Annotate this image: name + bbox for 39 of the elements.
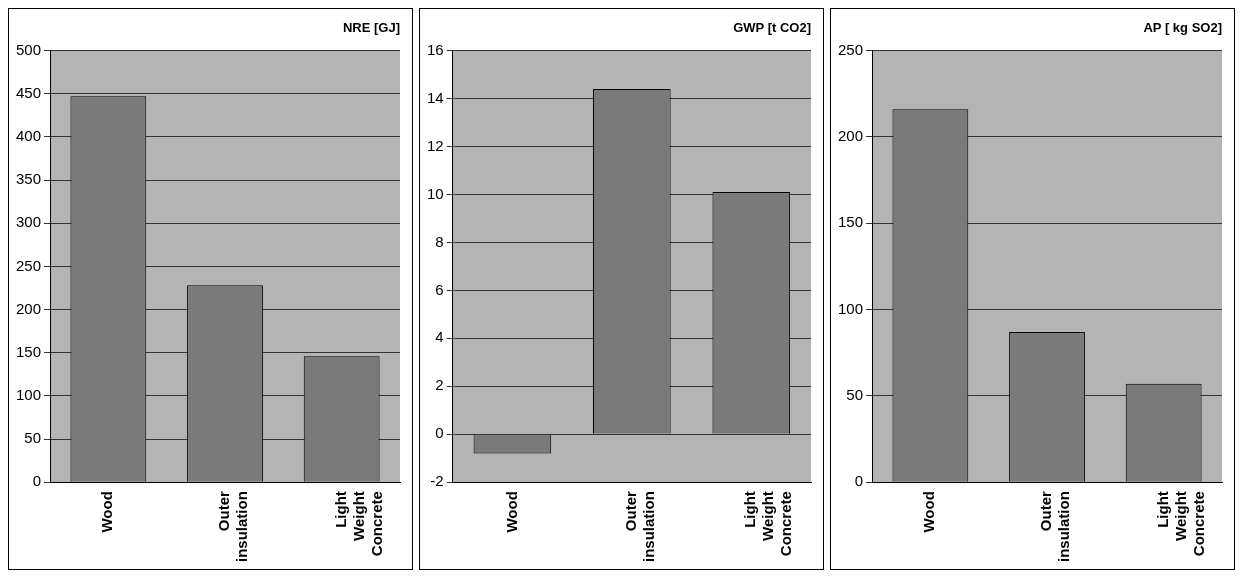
y-tick-label: 200: [16, 299, 42, 317]
x-tick-label: Light Weight Concrete: [741, 491, 795, 557]
x-tick-label: Light Weight Concrete: [1153, 491, 1207, 557]
chart-title: GWP [t CO2]: [733, 20, 811, 36]
y-tick-label: 14: [427, 88, 444, 106]
y-tick-label: 2: [435, 376, 444, 394]
x-tick-label: Light Weight Concrete: [331, 491, 385, 557]
y-tick-label: 150: [16, 342, 42, 360]
y-tick-label: 100: [838, 299, 864, 317]
y-tick-label: 350: [16, 170, 42, 188]
chart-title: NRE [GJ]: [342, 20, 400, 36]
y-tick-label: 50: [24, 429, 42, 447]
y-tick-label: 150: [838, 213, 864, 231]
y-tick-label: 50: [846, 385, 864, 403]
y-tick-label: 6: [435, 280, 444, 298]
y-tick-label: 500: [16, 40, 42, 58]
y-tick-label: 400: [16, 127, 42, 145]
y-tick-label: 250: [16, 256, 42, 274]
y-tick-label: 300: [16, 213, 42, 231]
chart-title: AP [ kg SO2]: [1143, 20, 1222, 36]
y-tick-label: 12: [427, 136, 444, 154]
y-tick-label: -2: [430, 472, 444, 490]
y-tick-label: 0: [435, 424, 444, 442]
y-tick-label: 100: [16, 385, 42, 403]
y-tick-label: 8: [435, 232, 444, 250]
x-tick-label: Wood: [920, 491, 938, 533]
y-tick-label: 4: [435, 328, 444, 346]
y-tick-label: 0: [854, 472, 864, 490]
x-tick-label: Outer insulation: [215, 491, 251, 563]
y-tick-label: 10: [427, 184, 444, 202]
x-tick-label: Wood: [98, 491, 116, 533]
y-tick-label: 16: [427, 40, 444, 58]
y-tick-label: 250: [838, 40, 864, 58]
y-tick-label: 0: [32, 472, 42, 490]
x-tick-label: Wood: [502, 491, 520, 533]
y-tick-label: 200: [838, 127, 864, 145]
x-tick-label: Outer insulation: [621, 491, 657, 563]
y-tick-label: 450: [16, 83, 42, 101]
x-tick-label: Outer insulation: [1037, 491, 1073, 563]
